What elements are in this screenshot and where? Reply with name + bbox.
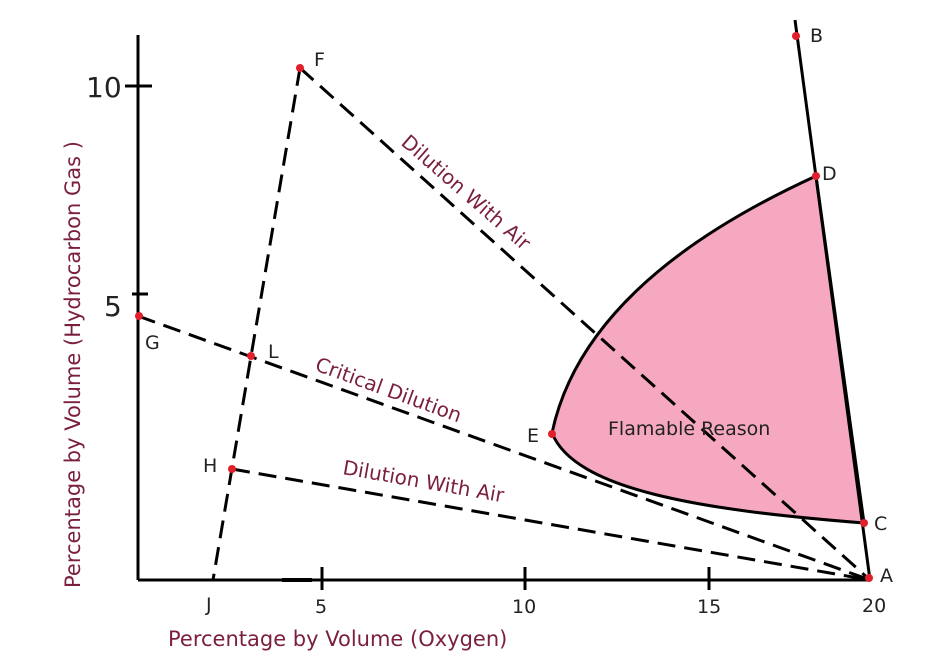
x-tick-label-10: 10 <box>512 596 536 618</box>
point-label-D: D <box>822 163 837 185</box>
point-marker-F <box>296 64 304 72</box>
point-marker-A <box>865 574 873 582</box>
point-marker-H <box>228 465 236 473</box>
x-axis-title: Percentage by Volume (Oxygen) <box>168 627 507 651</box>
flammable-region <box>550 173 866 525</box>
point-label-G: G <box>145 332 160 354</box>
point-marker-E <box>548 430 556 438</box>
point-marker-B <box>792 32 800 40</box>
y-axis-title: Percentage by Volume (Hydrocarbon Gas ) <box>61 141 85 588</box>
line-F-A <box>298 66 872 582</box>
line-B-A <box>793 19 872 581</box>
point-label-B: B <box>810 25 823 47</box>
line-F-J <box>211 67 302 581</box>
point-label-A: A <box>880 565 893 587</box>
y-tick-label-5: 5 <box>104 290 122 323</box>
x-tick-label-5: 5 <box>315 596 327 618</box>
point-marker-D <box>812 172 820 180</box>
point-marker-G <box>135 312 143 320</box>
point-label-C: C <box>874 513 887 535</box>
annotation-dilution-lower: Dilution With Air <box>341 455 507 507</box>
point-label-H: H <box>203 455 217 477</box>
point-label-L: L <box>268 341 279 363</box>
x-tick-label-15: 15 <box>697 596 721 618</box>
annotation-dilution-upper: Dilution With Air <box>397 130 536 256</box>
y-tick-label-10: 10 <box>86 71 122 104</box>
line-G-A <box>137 314 871 582</box>
point-marker-C <box>860 519 868 527</box>
region-label: Flamable Reason <box>608 418 770 440</box>
annotation-critical-dilution: Critical Dilution <box>312 352 465 427</box>
x-tick-label-20: 20 <box>862 595 886 617</box>
point-label-F: F <box>314 49 325 71</box>
point-label-E: E <box>527 425 539 447</box>
point-marker-L <box>247 352 255 360</box>
point-label-J: J <box>205 594 212 616</box>
